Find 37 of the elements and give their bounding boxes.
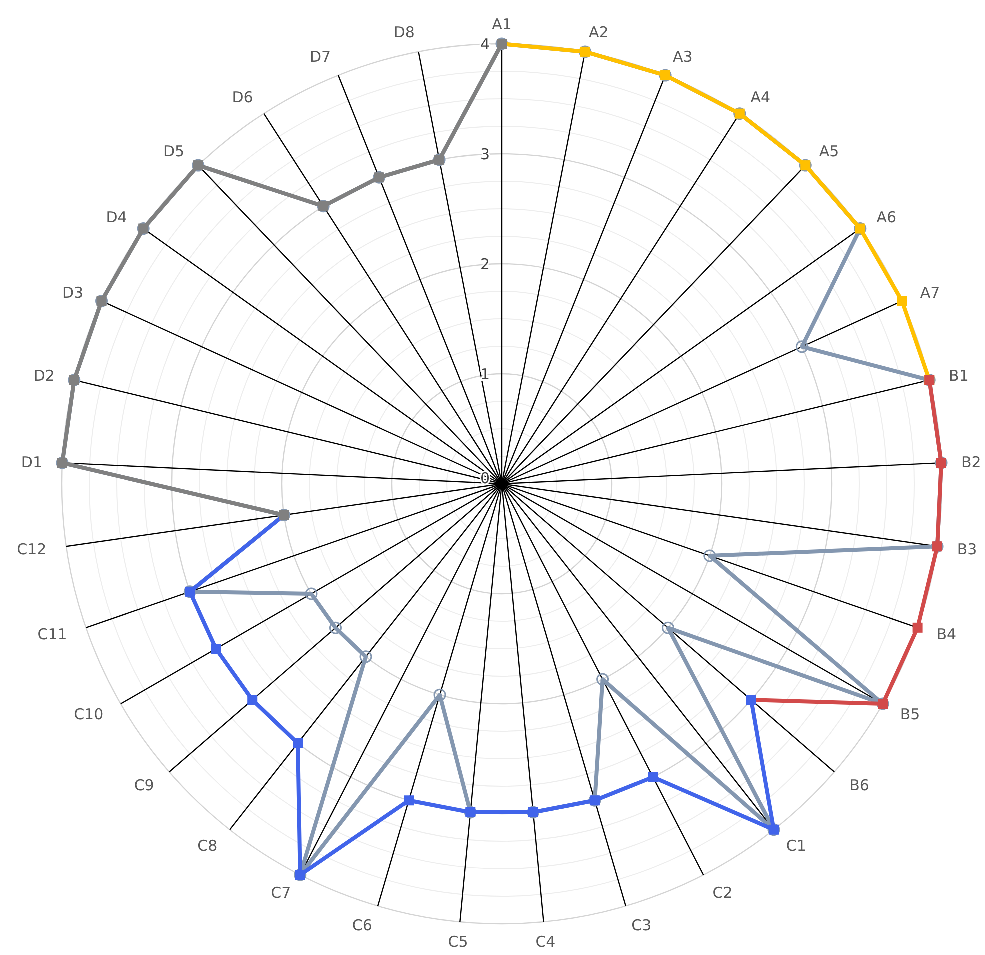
spoke-label: C1: [786, 836, 806, 855]
spoke-label: B1: [949, 366, 969, 385]
spoke-label: A4: [750, 88, 771, 106]
spoke-label: C8: [198, 836, 218, 855]
spoke-label: B2: [961, 453, 982, 472]
spoke-label: B4: [936, 626, 957, 644]
spoke-label: A6: [876, 208, 897, 226]
spoke-label: C12: [17, 540, 47, 559]
spoke-label: C7: [271, 884, 292, 902]
spoke-label: B5: [900, 705, 920, 724]
spoke-label: D6: [232, 88, 254, 106]
spoke-label: C4: [536, 933, 556, 952]
spoke-label: C2: [712, 884, 733, 902]
spoke-label: D3: [62, 284, 84, 302]
spoke-label: D1: [21, 453, 43, 472]
spoke-label: B3: [957, 540, 978, 559]
spoke-label: A5: [819, 142, 840, 160]
spoke-label: D2: [34, 366, 55, 385]
spoke-label: D7: [310, 48, 332, 66]
y-tick-label: 3: [480, 145, 490, 164]
y-tick-label: 2: [480, 255, 490, 274]
spoke-label: A2: [589, 24, 609, 42]
spoke-label: A7: [920, 284, 940, 302]
spoke-label: C9: [134, 776, 154, 794]
spoke-label: C11: [38, 626, 68, 644]
spoke-label: A3: [672, 48, 693, 66]
spoke-label: C10: [74, 705, 104, 724]
spoke-label: D4: [106, 208, 128, 226]
spoke-label: C5: [448, 933, 468, 952]
spoke-label: D5: [163, 142, 185, 160]
spoke-label: C6: [352, 916, 372, 935]
spoke-label: A1: [492, 15, 512, 34]
spoke-label: D8: [394, 24, 415, 42]
spoke-label: C3: [632, 916, 652, 935]
spoke-label: B6: [850, 776, 870, 794]
y-tick-label: 1: [480, 365, 490, 384]
y-tick-label: 4: [480, 35, 490, 54]
